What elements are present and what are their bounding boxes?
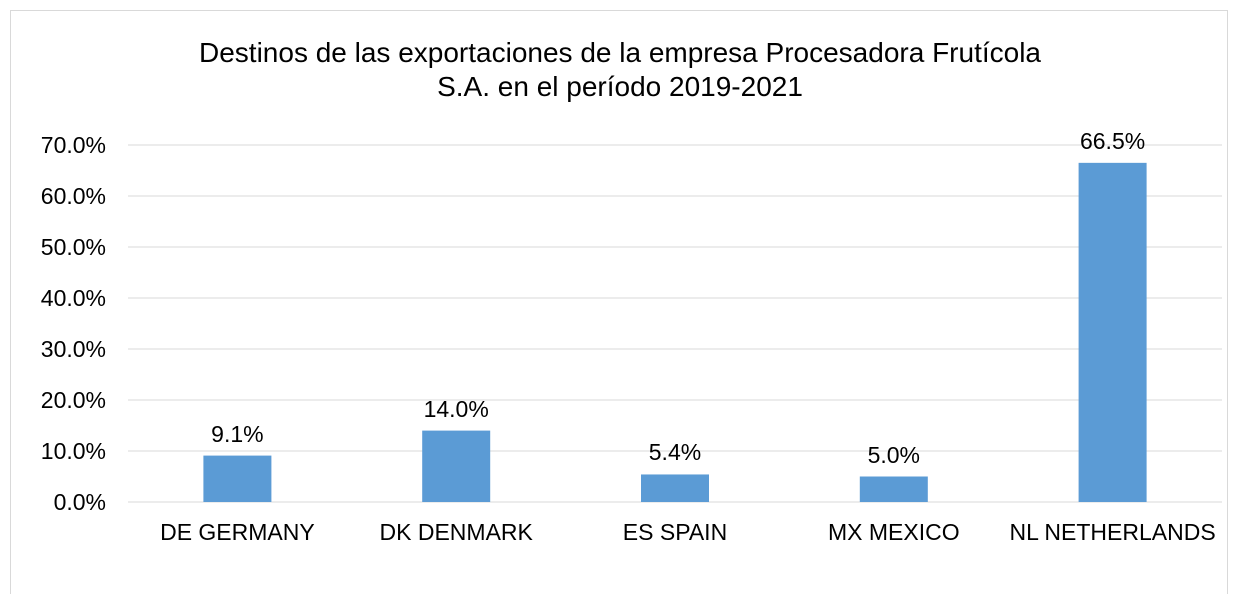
y-tick-label: 20.0%	[40, 387, 106, 413]
y-tick-label: 10.0%	[40, 438, 106, 464]
y-tick-label: 40.0%	[40, 285, 106, 311]
chart-border	[10, 10, 1228, 594]
y-tick-label: 0.0%	[53, 489, 106, 515]
bar	[422, 430, 491, 502]
bar	[641, 474, 709, 502]
x-tick-label: NL NETHERLANDS	[1009, 519, 1216, 545]
data-label: 5.0%	[867, 441, 920, 468]
data-label: 5.4%	[648, 439, 702, 466]
bar	[859, 476, 928, 502]
data-label: 9.1%	[211, 420, 264, 447]
x-tick-label: DE GERMANY	[160, 519, 315, 545]
bar	[203, 455, 272, 502]
y-tick-label: 30.0%	[40, 336, 106, 362]
y-tick-label: 50.0%	[40, 234, 106, 260]
x-tick-label: DK DENMARK	[379, 519, 533, 545]
chart-title: Destinos de las exportaciones de la empr…	[199, 37, 1041, 102]
y-tick-label: 60.0%	[40, 183, 106, 209]
y-tick-label: 70.0%	[40, 132, 106, 158]
x-tick-label: MX MEXICO	[827, 519, 960, 545]
data-label: 66.5%	[1079, 127, 1146, 154]
data-label: 14.0%	[423, 395, 489, 422]
bar	[1078, 162, 1147, 502]
x-tick-label: ES SPAIN	[622, 519, 728, 545]
